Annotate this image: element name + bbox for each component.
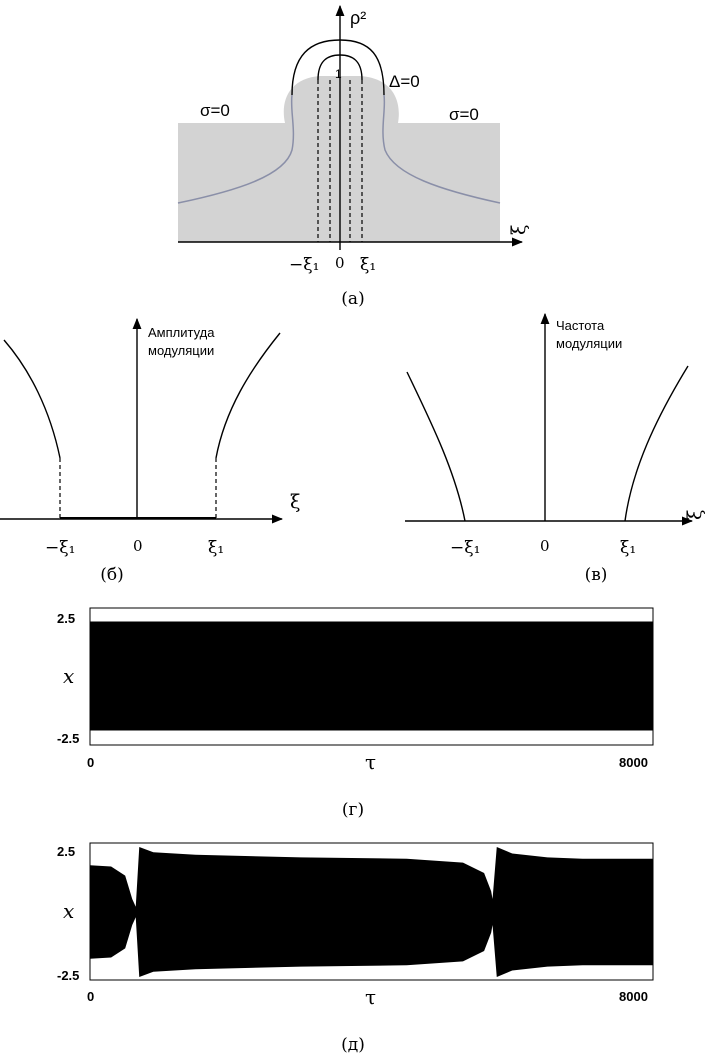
x-axis-label-a: ξ xyxy=(508,225,530,235)
xtick-start-g: 0 xyxy=(87,755,94,770)
amplitude-right-curve xyxy=(215,332,281,459)
y-label-d: x xyxy=(63,899,74,923)
ytick-top-g: 2.5 xyxy=(57,611,75,626)
label-delta: Δ=0 xyxy=(389,72,420,91)
tick-minus-xi1-b: −ξ₁ xyxy=(45,538,75,558)
y-axis-label-v-line2: модуляции xyxy=(556,336,622,351)
ytick-top-d: 2.5 xyxy=(57,844,75,859)
y-axis-label-v-line1: Частота xyxy=(556,318,605,333)
caption-v: (в) xyxy=(585,565,608,585)
xtick-start-d: 0 xyxy=(87,989,94,1004)
label-sigma-right: σ=0 xyxy=(449,105,479,124)
panel-g: 2.5 -2.5 x 0 8000 τ (г) xyxy=(57,607,654,820)
ytick-bottom-d: -2.5 xyxy=(57,968,79,983)
caption-a: (а) xyxy=(341,289,364,309)
panel-v: Частота модуляции ξ −ξ₁ 0 ξ₁ (в) xyxy=(405,312,706,585)
caption-b: (б) xyxy=(100,565,124,585)
tick-zero-b: 0 xyxy=(133,537,143,555)
y-axis-label-b-line1: Амплитуда xyxy=(148,325,215,340)
tick-minus-xi1-a: −ξ₁ xyxy=(289,255,319,275)
xtick-end-g: 8000 xyxy=(619,755,648,770)
amplitude-left-curve xyxy=(3,339,61,459)
oscillation-envelope-d xyxy=(90,847,653,977)
label-one: 1 xyxy=(335,67,342,81)
frequency-left-curve xyxy=(406,371,466,522)
x-label-d: τ xyxy=(365,985,376,1009)
y-axis-label-b-line2: модуляции xyxy=(148,343,214,358)
caption-g: (г) xyxy=(342,800,364,820)
tick-xi1-a: ξ₁ xyxy=(360,255,376,275)
label-sigma-left: σ=0 xyxy=(200,101,230,120)
sigma-curve xyxy=(177,94,501,204)
panel-a: ρ² 1 Δ=0 σ=0 σ=0 ξ −ξ₁ 0 ξ₁ (а) xyxy=(177,4,530,309)
xtick-end-d: 8000 xyxy=(619,989,648,1004)
y-axis-label-a: ρ² xyxy=(350,8,366,28)
ytick-bottom-g: -2.5 xyxy=(57,731,79,746)
tick-zero-v: 0 xyxy=(540,537,550,555)
tick-minus-xi1-v: −ξ₁ xyxy=(450,538,480,558)
panel-b: Амплитуда модуляции ξ −ξ₁ 0 ξ₁ (б) xyxy=(0,317,300,585)
x-axis-label-v: ξ xyxy=(684,510,706,520)
stability-region xyxy=(178,76,500,242)
caption-d: (д) xyxy=(341,1035,365,1055)
panel-d: 2.5 -2.5 x 0 8000 τ (д) xyxy=(57,842,654,1055)
x-label-g: τ xyxy=(365,750,376,774)
tick-xi1-v: ξ₁ xyxy=(620,538,636,558)
oscillation-envelope-g xyxy=(90,621,653,731)
x-axis-label-b: ξ xyxy=(290,491,300,513)
frequency-right-curve xyxy=(624,365,689,522)
tick-zero-a: 0 xyxy=(335,254,345,272)
tick-xi1-b: ξ₁ xyxy=(208,538,224,558)
y-label-g: x xyxy=(63,664,74,688)
